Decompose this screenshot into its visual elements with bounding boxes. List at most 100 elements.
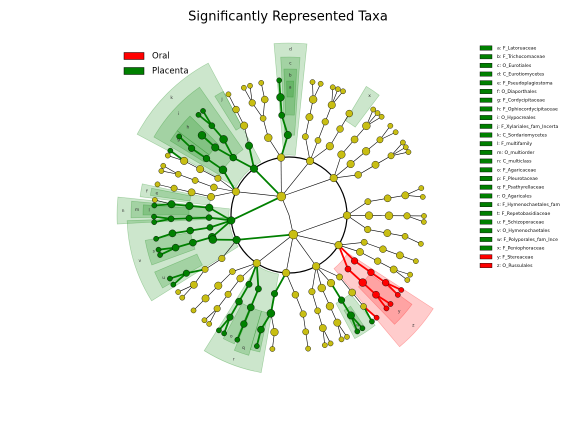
taxon-node: [344, 265, 352, 273]
taxon-node: [361, 147, 371, 156]
key-swatch: [479, 106, 493, 112]
taxon-node: [190, 307, 197, 314]
taxon-node: [356, 248, 364, 256]
branch: [236, 233, 294, 241]
taxon-node: [327, 101, 336, 109]
taxon-node: [362, 121, 371, 131]
key-label: g: F_Cordycipitaceae: [497, 98, 545, 104]
taxon-node: [305, 113, 314, 121]
taxon-node: [306, 156, 315, 165]
taxon-node: [175, 289, 181, 295]
branch: [293, 234, 317, 267]
taxon-node: [317, 283, 326, 293]
key-swatch: [479, 184, 493, 190]
taxon-node: [309, 79, 316, 85]
taxon-node: [370, 106, 377, 113]
branch: [293, 234, 339, 246]
clade-sector: [286, 80, 294, 98]
taxon-node: [327, 340, 334, 347]
branch: [281, 177, 334, 197]
taxon-node: [336, 273, 343, 281]
clade-letter: b: [289, 73, 292, 79]
key-label: c: O_Eurotiales: [497, 63, 532, 69]
taxon-node: [288, 229, 299, 240]
key-label: w: F_Polyporales_fam_Ince: [497, 237, 558, 243]
taxon-node: [374, 257, 382, 265]
taxon-node: [206, 224, 214, 231]
taxon-node: [229, 153, 237, 162]
taxon-node: [396, 251, 404, 260]
taxon-node: [364, 211, 374, 220]
taxon-node: [211, 143, 220, 152]
taxon-node: [314, 137, 322, 144]
taxon-node: [226, 313, 234, 321]
taxon-node: [371, 160, 380, 169]
legend-label: Placenta: [152, 67, 189, 77]
taxon-node: [350, 257, 359, 265]
clade-letter: r: [233, 356, 235, 362]
key-swatch: [479, 141, 493, 147]
taxon-node: [259, 115, 267, 122]
taxon-node: [364, 198, 372, 206]
taxon-node: [389, 265, 398, 274]
taxon-node: [318, 324, 327, 332]
key-swatch: [479, 158, 493, 164]
clade-letter: y: [398, 309, 401, 314]
legend: Oral Placenta: [123, 52, 189, 77]
taxon-node: [201, 294, 210, 303]
branch: [285, 234, 294, 273]
key-label: q: F_Psathyrellaceae: [497, 185, 544, 191]
taxon-node: [197, 131, 207, 140]
taxon-node: [348, 288, 356, 297]
branch: [235, 191, 282, 197]
taxon-node: [210, 183, 218, 192]
key-swatch: [479, 167, 493, 173]
taxon-node: [167, 275, 173, 282]
clade-letter: u: [162, 276, 165, 281]
taxon-node: [213, 305, 221, 313]
key-swatch: [479, 149, 493, 155]
taxon-node: [195, 112, 202, 118]
taxon-node: [188, 144, 196, 152]
taxon-node: [329, 84, 336, 91]
key-swatch: [479, 193, 493, 199]
taxon-node: [345, 109, 353, 118]
key-label: r: O_Agaricales: [497, 193, 532, 199]
clade-sector: [335, 293, 376, 340]
branch: [338, 242, 365, 246]
taxon-node: [276, 191, 287, 202]
taxon-node: [218, 254, 226, 262]
taxon-node: [232, 105, 240, 114]
clade-sector: [154, 253, 203, 289]
taxon-node: [346, 160, 355, 169]
taxon-node: [160, 162, 167, 169]
taxon-node: [186, 226, 194, 235]
branch: [337, 244, 349, 270]
key-label: t: F_Repetobasidiaceae: [497, 211, 550, 217]
taxon-node: [299, 310, 307, 318]
taxon-node: [155, 246, 162, 253]
taxon-node: [337, 150, 346, 159]
taxon-node: [185, 214, 193, 222]
key-swatch: [479, 176, 493, 181]
taxon-node: [308, 288, 316, 296]
key-label: l: F_multifamily: [497, 141, 532, 147]
clade-sector: [273, 42, 308, 156]
taxon-node: [167, 215, 175, 223]
key-swatch: [479, 123, 493, 129]
taxon-node: [264, 133, 273, 142]
branch: [208, 206, 232, 222]
taxon-node: [404, 277, 411, 283]
key-swatch: [479, 63, 493, 68]
taxon-node: [245, 280, 253, 288]
key-label: x: F_Peniophoraceae: [497, 246, 545, 252]
taxon-node: [382, 279, 390, 287]
clade-letter: o: [230, 334, 233, 339]
clade-letter: w: [356, 324, 360, 329]
branch: [305, 136, 311, 162]
tree: [151, 77, 427, 352]
taxon-node: [344, 334, 350, 340]
taxon-node: [221, 330, 227, 337]
taxon-node: [246, 303, 255, 312]
taxon-node: [407, 271, 413, 278]
